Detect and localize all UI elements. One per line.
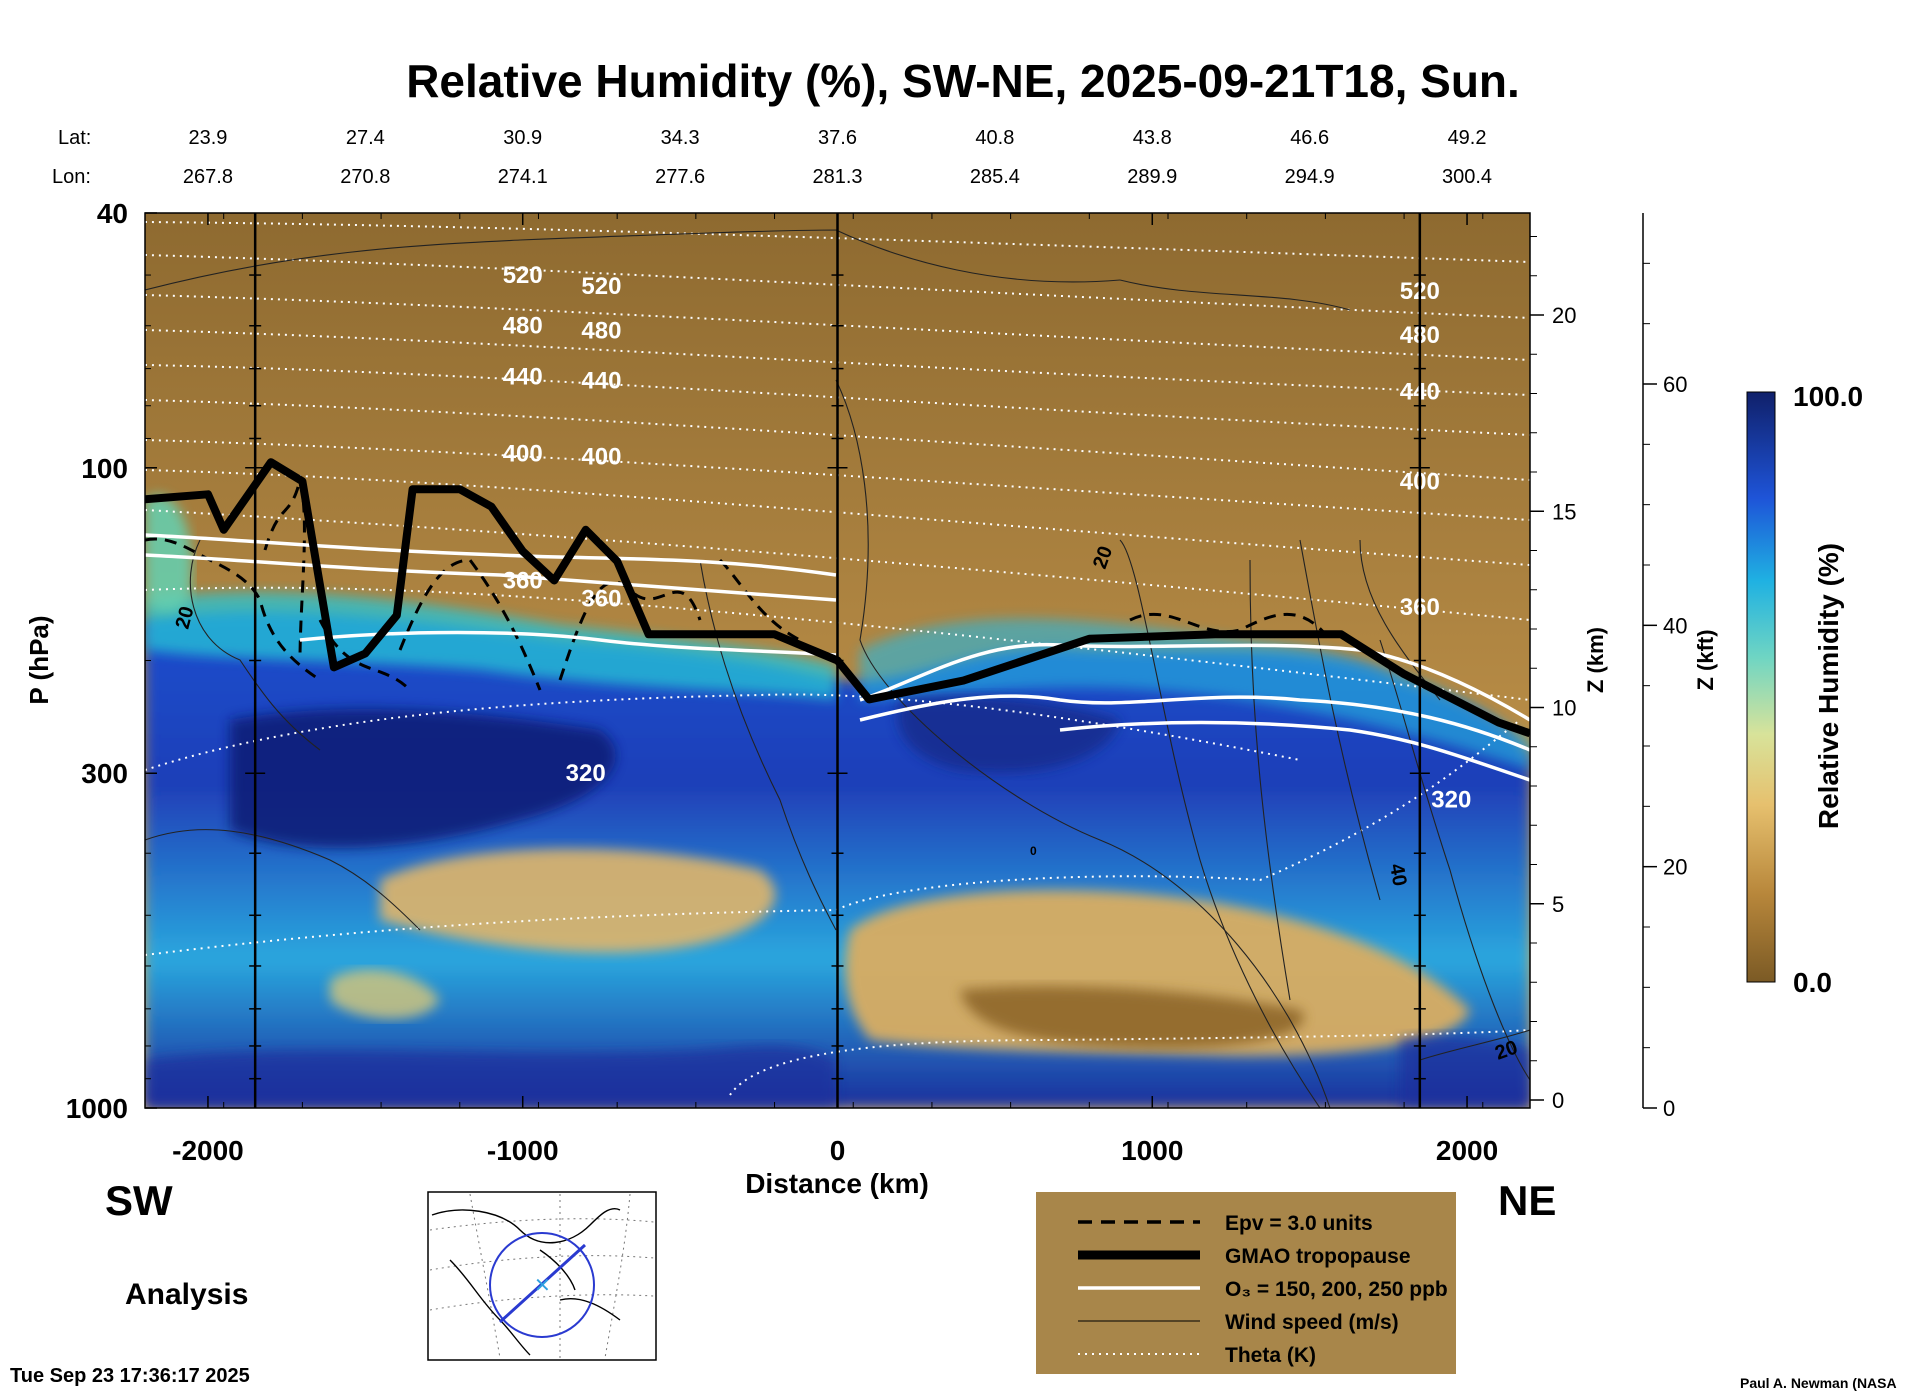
x-tick-label: 0 <box>830 1135 846 1166</box>
theta-label: 320 <box>566 760 606 787</box>
lat-value: 40.8 <box>975 127 1014 149</box>
lon-value: 300.4 <box>1442 166 1492 188</box>
wind-label-3: 40 <box>1385 862 1411 888</box>
lat-label: Lat: <box>58 127 91 149</box>
lat-value: 37.6 <box>818 127 857 149</box>
z-km-label: Z (km) <box>1583 627 1608 693</box>
legend-label: Epv = 3.0 units <box>1225 1212 1373 1235</box>
z-km-tick-label: 15 <box>1552 499 1576 524</box>
x-axis-ticks: -2000 -1000 0 1000 2000 <box>144 213 1498 1166</box>
y-tick-label: 1000 <box>66 1093 128 1124</box>
z-kft-tick-label: 0 <box>1663 1096 1675 1121</box>
y-axis-ticks: 40 100 300 1000 <box>66 198 157 1124</box>
x-tick-label: -2000 <box>172 1135 244 1166</box>
x-tick-label: 2000 <box>1436 1135 1498 1166</box>
lat-value: 23.9 <box>188 127 227 149</box>
lat-value: 27.4 <box>346 127 385 149</box>
theta-label: 520 <box>581 273 621 300</box>
y-tick-label: 40 <box>97 198 128 229</box>
lon-value: 267.8 <box>183 166 233 188</box>
z-kft-tick-label: 40 <box>1663 613 1687 638</box>
lon-value: 274.1 <box>498 166 548 188</box>
legend-label: Theta (K) <box>1225 1344 1316 1367</box>
legend: Epv = 3.0 units GMAO tropopause O₃ = 150, … <box>1036 1192 1456 1374</box>
lon-value: 285.4 <box>970 166 1020 188</box>
z-kft-tick-label: 20 <box>1663 855 1687 880</box>
y-axis-label: P (hPa) <box>24 615 54 704</box>
region-label-sw: SW <box>105 1177 173 1224</box>
colorbar-max-label: 100.0 <box>1793 381 1863 412</box>
product-label: Analysis <box>125 1278 248 1311</box>
lon-value: 270.8 <box>340 166 390 188</box>
region-label-ne: NE <box>1498 1177 1556 1224</box>
lat-value: 49.2 <box>1448 127 1487 149</box>
lat-value: 46.6 <box>1290 127 1329 149</box>
credit: Paul A. Newman (NASA <box>1740 1375 1897 1391</box>
theta-label: 440 <box>503 363 543 390</box>
x-axis-label: Distance (km) <box>745 1168 929 1199</box>
lat-value: 30.9 <box>503 127 542 149</box>
theta-label: 520 <box>503 262 543 289</box>
ozone-contours <box>145 533 1530 782</box>
x-tick-label: 1000 <box>1121 1135 1183 1166</box>
theta-contours <box>145 221 1530 1096</box>
chart-title: Relative Humidity (%), SW-NE, 2025-09-21… <box>406 55 1520 107</box>
inset-map: ✕ <box>427 1191 657 1361</box>
z-kft-label: Z (kft) <box>1693 629 1718 690</box>
legend-label: O₃ = 150, 200, 250 ppb <box>1225 1278 1448 1301</box>
lat-lon-values: 23.9 267.8 27.4 270.8 30.9 274.1 34.3 277.6 37.6… <box>183 127 1492 188</box>
tropopause-line <box>145 458 1530 738</box>
lon-value: 294.9 <box>1285 166 1335 188</box>
colorbar-label: Relative Humidity (%) <box>1813 543 1844 829</box>
theta-label: 360 <box>581 585 621 612</box>
legend-label: GMAO tropopause <box>1225 1245 1411 1268</box>
theta-label: 440 <box>581 367 621 394</box>
x-tick-label: -1000 <box>487 1135 559 1166</box>
theta-label: 400 <box>503 441 543 468</box>
y-tick-label: 100 <box>81 453 128 484</box>
colorbar <box>1746 391 1776 983</box>
z-km-axis: 0 5 10 15 20 <box>1530 236 1576 1113</box>
z-km-tick-label: 0 <box>1552 1088 1564 1113</box>
wind-label-5: 0 <box>1030 844 1037 858</box>
lon-value: 289.9 <box>1127 166 1177 188</box>
y-tick-label: 300 <box>81 758 128 789</box>
colorbar-min-label: 0.0 <box>1793 967 1832 998</box>
legend-label: Wind speed (m/s) <box>1225 1311 1399 1334</box>
theta-label: 400 <box>581 443 621 470</box>
lat-value: 43.8 <box>1133 127 1172 149</box>
theta-label: 480 <box>503 313 543 340</box>
theta-label: 480 <box>581 317 621 344</box>
theta-label: 320 <box>1431 787 1471 814</box>
z-km-tick-label: 20 <box>1552 303 1576 328</box>
inset-center-marker-icon: ✕ <box>534 1275 551 1297</box>
lon-value: 277.6 <box>655 166 705 188</box>
z-km-tick-label: 5 <box>1552 892 1564 917</box>
theta-label: 360 <box>503 568 543 595</box>
vertical-markers <box>245 213 1430 1108</box>
timestamp: Tue Sep 23 17:36:17 2025 <box>10 1365 250 1387</box>
lon-value: 281.3 <box>812 166 862 188</box>
lon-label: Lon: <box>52 166 91 188</box>
z-kft-axis: 0 20 40 60 <box>1642 213 1687 1121</box>
z-km-tick-label: 10 <box>1552 696 1576 721</box>
lat-value: 34.3 <box>661 127 700 149</box>
z-kft-tick-label: 60 <box>1663 372 1687 397</box>
